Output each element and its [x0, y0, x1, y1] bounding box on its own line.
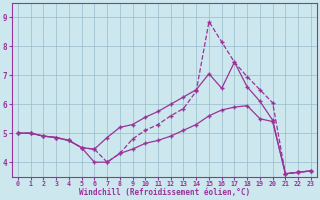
X-axis label: Windchill (Refroidissement éolien,°C): Windchill (Refroidissement éolien,°C): [79, 188, 250, 197]
